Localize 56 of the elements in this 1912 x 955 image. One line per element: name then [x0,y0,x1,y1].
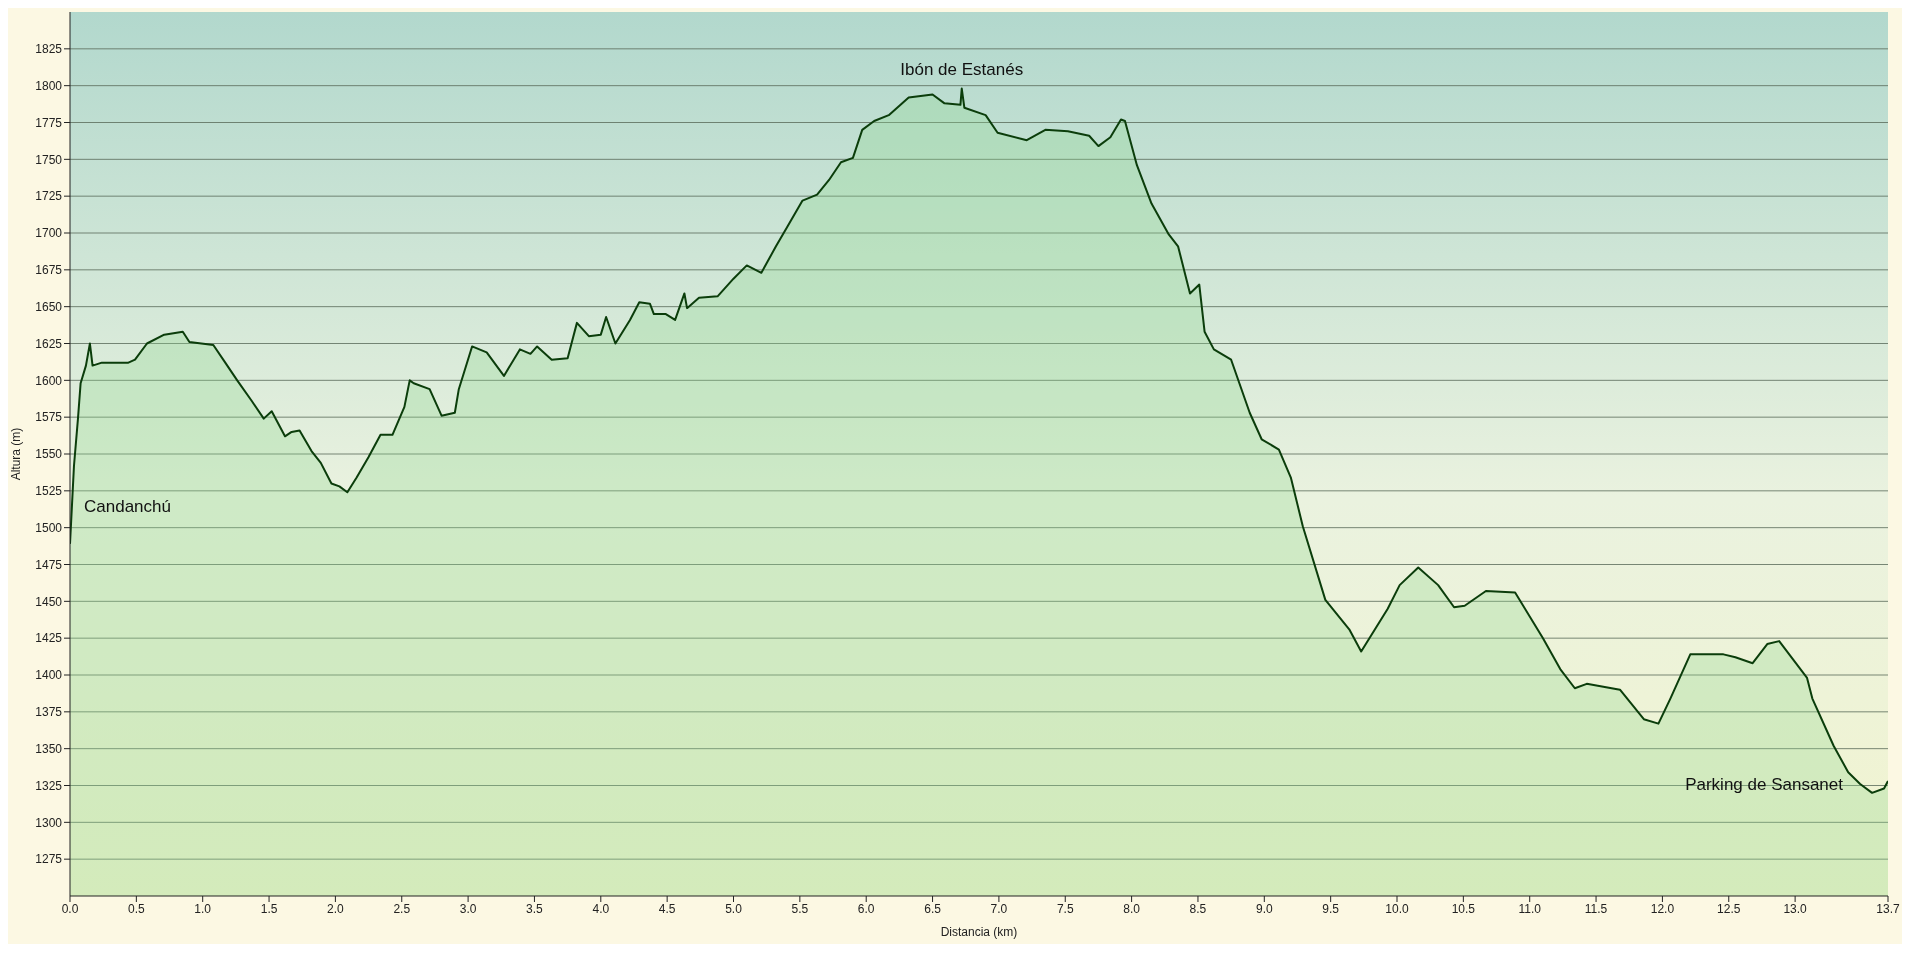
x-tick-label: 7.0 [990,901,1008,916]
y-tick-label: 1450 [35,594,63,609]
annotation: Ibón de Estanés [900,59,1024,79]
x-tick-label: 11.0 [1518,901,1542,916]
y-tick-label: 1425 [35,631,63,646]
y-tick-label: 1300 [35,815,63,830]
y-tick-label: 1825 [35,42,63,57]
y-tick-label: 1475 [35,557,63,572]
x-tick-label: 10.5 [1451,901,1476,916]
y-tick-label: 1775 [35,115,63,130]
y-tick-label: 1550 [35,447,63,462]
x-tick-label: 6.5 [924,901,942,916]
x-tick-label: 5.0 [725,901,743,916]
x-tick-label: 12.0 [1650,901,1675,916]
x-tick-label: 6.0 [857,901,875,916]
y-tick-label: 1700 [35,226,63,241]
x-tick-label: 4.5 [658,901,676,916]
x-tick-label: 10.0 [1385,901,1410,916]
y-tick-label: 1350 [35,741,63,756]
x-tick-label: 13.0 [1783,901,1808,916]
y-tick-label: 1625 [35,336,63,351]
x-axis-title: Distancia (km) [940,925,1018,939]
y-tick-label: 1275 [35,852,63,867]
x-tick-label: 1.0 [194,901,212,916]
x-tick-label: 11.5 [1584,901,1608,916]
x-tick-label: 0.0 [61,901,79,916]
y-tick-label: 1525 [35,484,63,499]
y-axis-title: Altura (m) [9,427,24,481]
y-tick-label: 1325 [35,778,63,793]
x-tick-label: 8.0 [1123,901,1141,916]
annotation: Parking de Sansanet [1685,775,1844,795]
x-tick-label: 7.5 [1056,901,1074,916]
x-tick-label: 12.5 [1717,901,1741,916]
y-tick-label: 1675 [35,263,63,278]
x-tick-label: 3.5 [526,901,544,916]
x-tick-label: 9.5 [1322,901,1340,916]
x-tick-label: 9.0 [1255,901,1273,916]
x-tick-label: 1.5 [260,901,278,916]
y-tick-label: 1575 [35,410,63,425]
y-tick-label: 1800 [35,78,63,93]
x-tick-label: 3.0 [459,901,477,916]
annotation: Candanchú [84,496,171,516]
y-tick-label: 1725 [35,189,63,204]
x-tick-label: 2.5 [393,901,411,916]
x-tick-label: 4.0 [592,901,610,916]
x-tick-label: 5.5 [791,901,809,916]
y-tick-label: 1750 [35,152,63,167]
y-tick-label: 1400 [35,668,63,683]
y-tick-label: 1650 [35,299,63,314]
x-tick-label: 8.5 [1189,901,1207,916]
y-tick-label: 1375 [35,705,63,720]
x-tick-label: 2.0 [327,901,345,916]
y-tick-label: 1500 [35,520,63,535]
x-tick-label: 13.7 [1876,901,1900,916]
y-tick-label: 1600 [35,373,63,388]
x-tick-label: 0.5 [128,901,146,916]
